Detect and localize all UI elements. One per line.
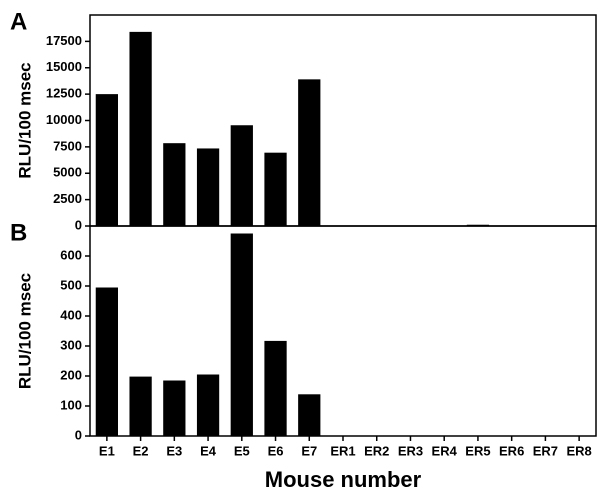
x-tick-label: ER2 [364,443,389,458]
x-tick-label: E6 [268,443,284,458]
panel-label: A [10,8,27,35]
y-tick-label: 500 [60,277,82,292]
y-tick-label: 10000 [46,112,82,127]
bar [129,376,152,436]
y-tick-label: 7500 [53,138,82,153]
x-tick-label: ER8 [566,443,591,458]
x-tick-label: ER3 [398,443,423,458]
bar [95,287,118,436]
x-tick-label: ER4 [432,443,458,458]
bar [230,125,253,226]
x-tick-label: E5 [234,443,250,458]
bar [264,152,287,226]
x-tick-label: E7 [301,443,317,458]
bar [129,31,152,226]
bar [163,143,186,226]
y-axis-title: RLU/100 msec [15,62,34,178]
bar [230,233,253,436]
y-tick-label: 400 [60,307,82,322]
bar [298,79,321,226]
x-tick-label: ER5 [465,443,490,458]
x-tick-label: ER6 [499,443,524,458]
bar [95,94,118,226]
x-tick-label: E3 [166,443,182,458]
y-tick-label: 100 [60,397,82,412]
bar [298,394,321,436]
y-tick-label: 200 [60,367,82,382]
x-tick-label: E2 [133,443,149,458]
y-tick-label: 300 [60,337,82,352]
x-tick-label: ER1 [330,443,355,458]
x-axis-title: Mouse number [265,467,422,492]
x-tick-label: ER7 [533,443,558,458]
y-tick-label: 17500 [46,33,82,48]
bar [163,380,186,436]
y-tick-label: 5000 [53,165,82,180]
bar [196,148,220,226]
y-tick-label: 0 [75,427,82,442]
x-tick-label: E1 [99,443,115,458]
y-axis-title: RLU/100 msec [15,273,34,389]
y-tick-label: 2500 [53,191,82,206]
y-tick-label: 15000 [46,59,82,74]
y-tick-label: 0 [75,217,82,232]
x-tick-label: E4 [200,443,217,458]
y-tick-label: 600 [60,247,82,262]
bar [196,374,220,436]
panel-label: B [10,219,27,246]
y-tick-label: 12500 [46,86,82,101]
bar [264,340,287,436]
